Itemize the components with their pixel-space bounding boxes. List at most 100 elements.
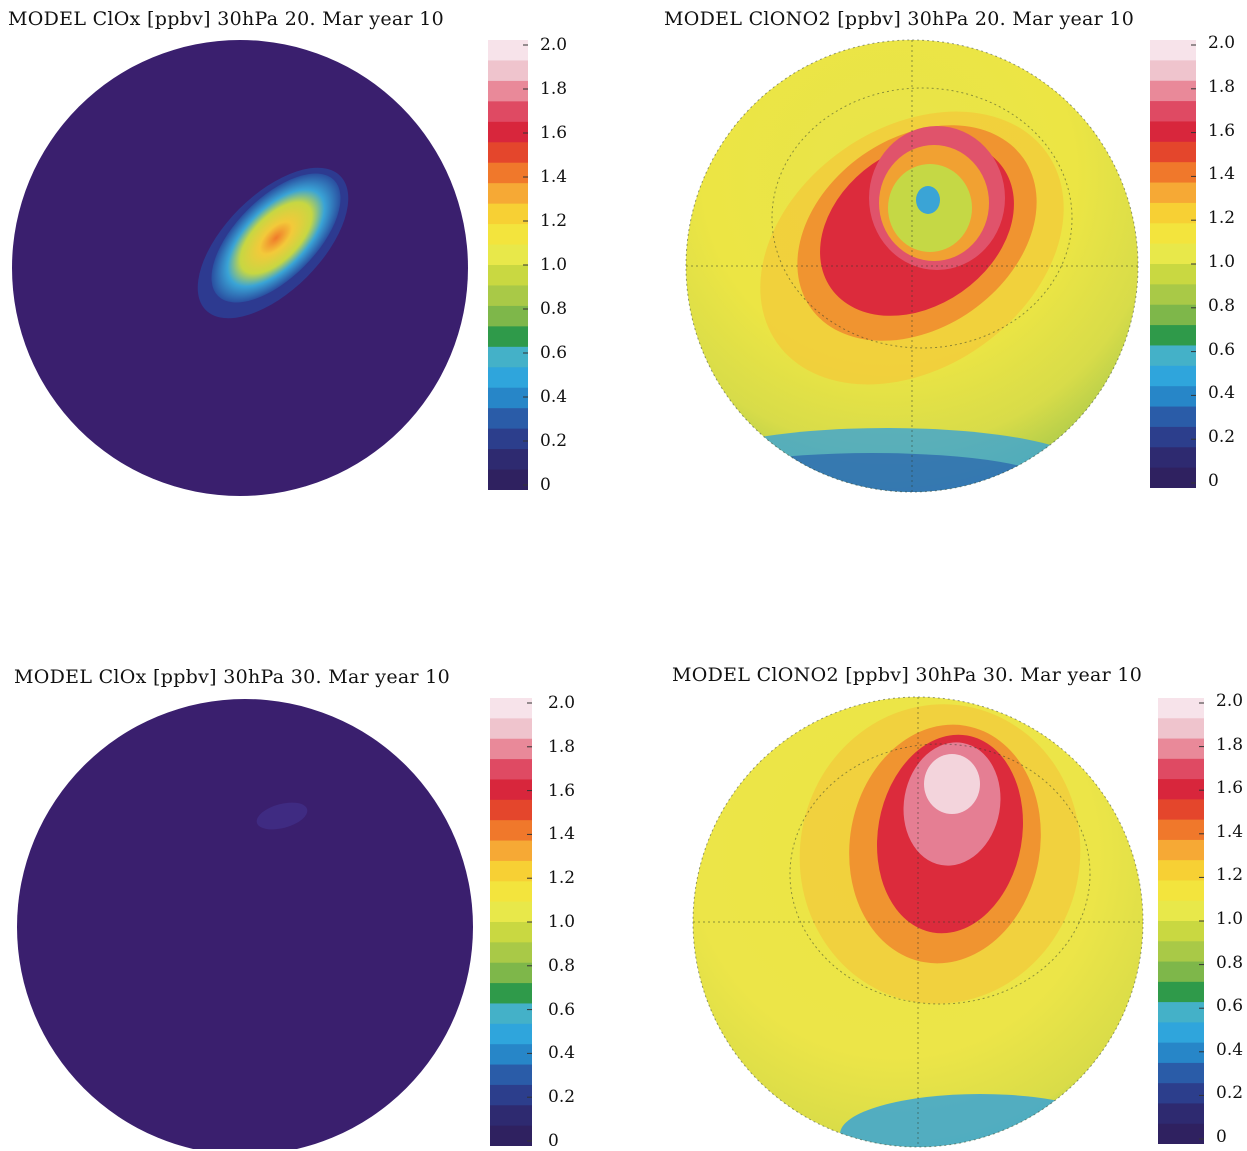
colorbar-tick-label: 2.0	[548, 693, 576, 713]
colorbar-tick-label: 1.8	[1216, 734, 1244, 755]
colorbar-tick-label: 1.0	[1216, 909, 1244, 929]
colorbar-2	[1150, 40, 1196, 488]
colorbar-tick-label: 0.2	[540, 431, 568, 451]
colorbar-swatch	[490, 1003, 532, 1025]
colorbar-tick-label: 1.8	[540, 79, 568, 99]
colorbar-tick-label: 0.8	[1208, 295, 1236, 316]
globe-map-clono2-20mar	[685, 39, 1139, 493]
colorbar-swatch	[490, 1125, 532, 1146]
colorbar-swatch	[1158, 779, 1204, 800]
colorbar-swatch	[1150, 101, 1196, 123]
colorbar-tick-label: 1.6	[1216, 778, 1244, 799]
clox-remnant	[256, 802, 308, 830]
panel-title: MODEL ClONO2 [ppbv] 30hPa 30. Mar year 1…	[672, 664, 1143, 686]
colorbar-swatch	[490, 718, 532, 740]
colorbar-swatch	[488, 142, 528, 164]
globe-map-clono2-30mar	[692, 696, 1144, 1148]
colorbar-swatch	[490, 799, 532, 821]
colorbar-tick-label: 1.0	[1208, 252, 1236, 272]
colorbar-swatch	[488, 285, 528, 307]
colorbar-swatch	[488, 244, 528, 266]
colorbar-swatch	[1150, 284, 1196, 306]
colorbar-swatch	[488, 80, 528, 102]
colorbar-tick-label: 1.6	[1208, 120, 1236, 141]
colorbar-swatch	[1158, 880, 1204, 902]
colorbar-tick-label: 1.8	[548, 736, 576, 757]
colorbar-tick-label: 1.8	[1208, 76, 1236, 97]
colorbar-swatch	[1158, 900, 1204, 922]
colorbar-tick-label: 0.6	[540, 343, 568, 363]
colorbar-swatch	[1150, 467, 1196, 488]
colorbar-swatch	[1150, 426, 1196, 448]
colorbar-tick-label: 1.2	[1208, 208, 1236, 229]
colorbar-tick-label: 0.8	[548, 955, 576, 976]
colorbar-tick-label: 0	[540, 475, 551, 495]
colorbar-swatch	[490, 759, 532, 781]
colorbar-swatch	[490, 922, 532, 943]
colorbar-swatch	[490, 1044, 532, 1066]
colorbar-swatch	[490, 983, 532, 1005]
colorbar-swatch	[1158, 941, 1204, 963]
colorbar-swatch	[490, 942, 532, 964]
colorbar-tick-label: 0.8	[540, 299, 568, 319]
colorbar-swatch	[488, 121, 528, 143]
colorbar-swatch	[488, 162, 528, 184]
colorbar-swatch	[1158, 799, 1204, 821]
colorbar-tick-label: 0.4	[1216, 1039, 1244, 1060]
colorbar-tick-label: 0	[548, 1131, 559, 1151]
colorbar-swatch	[488, 449, 528, 471]
colorbar-swatch	[1158, 921, 1204, 942]
colorbar-tick-label: 0.4	[540, 387, 568, 407]
colorbar-swatch	[1158, 1103, 1204, 1125]
panel-title: MODEL ClOx [ppbv] 30hPa 30. Mar year 10	[14, 666, 450, 688]
colorbar-swatch	[1150, 80, 1196, 102]
colorbar-tick-label: 0.2	[1216, 1083, 1244, 1104]
colorbar-swatch	[1150, 243, 1196, 265]
colorbar-tick-label: 1.2	[540, 211, 568, 231]
colorbar-tick-label: 1.6	[548, 780, 576, 801]
colorbar-swatch	[1158, 1042, 1204, 1064]
colorbar-swatch	[1158, 738, 1204, 760]
colorbar-swatch	[488, 40, 528, 62]
colorbar-tick-label: 0.6	[1208, 339, 1236, 360]
colorbar-swatch	[488, 367, 528, 389]
colorbar-tick-label: 1.0	[540, 255, 568, 275]
colorbar-tick-label: 0.4	[548, 1043, 576, 1064]
colorbar-1	[488, 40, 528, 490]
colorbar-tick-label: 0.6	[548, 999, 576, 1020]
colorbar-tick-label: 2.0	[1216, 691, 1244, 711]
colorbar-tick-label: 0.2	[1208, 427, 1236, 448]
colorbar-swatch	[1158, 839, 1204, 861]
colorbar-3	[490, 698, 532, 1146]
colorbar-tick-label: 0.8	[1216, 952, 1244, 973]
clox-maximum	[211, 173, 341, 303]
colorbar-tick-label: 1.2	[1216, 865, 1244, 886]
colorbar-swatch	[1150, 40, 1196, 61]
colorbar-swatch	[488, 428, 528, 450]
colorbar-swatch	[488, 326, 528, 348]
colorbar-tick-label: 1.4	[540, 167, 568, 187]
colorbar-swatch	[490, 1084, 532, 1106]
colorbar-swatch	[1158, 1022, 1204, 1044]
colorbar-tick-label: 0.2	[548, 1087, 576, 1108]
colorbar-swatch	[1150, 406, 1196, 428]
colorbar-swatch	[488, 203, 528, 225]
colorbar-swatch	[488, 101, 528, 123]
colorbar-swatch	[490, 698, 532, 719]
colorbar-swatch	[1150, 386, 1196, 408]
colorbar-swatch	[490, 1023, 532, 1045]
colorbar-swatch	[490, 901, 532, 923]
colorbar-tick-label: 0	[1208, 471, 1219, 491]
colorbar-swatch	[1158, 981, 1204, 1003]
colorbar-tick-label: 1.4	[1216, 821, 1244, 842]
colorbar-tick-label: 1.4	[548, 824, 576, 845]
colorbar-swatch	[1150, 304, 1196, 326]
colorbar-swatch	[1158, 819, 1204, 841]
colorbar-swatch	[488, 305, 528, 327]
colorbar-swatch	[1150, 60, 1196, 82]
colorbar-swatch	[1158, 1083, 1204, 1105]
colorbar-tick-label: 0.4	[1208, 383, 1236, 404]
colorbar-swatch	[1158, 1002, 1204, 1023]
colorbar-swatch	[1158, 1062, 1204, 1084]
panel-title: MODEL ClOx [ppbv] 30hPa 20. Mar year 10	[8, 8, 444, 30]
